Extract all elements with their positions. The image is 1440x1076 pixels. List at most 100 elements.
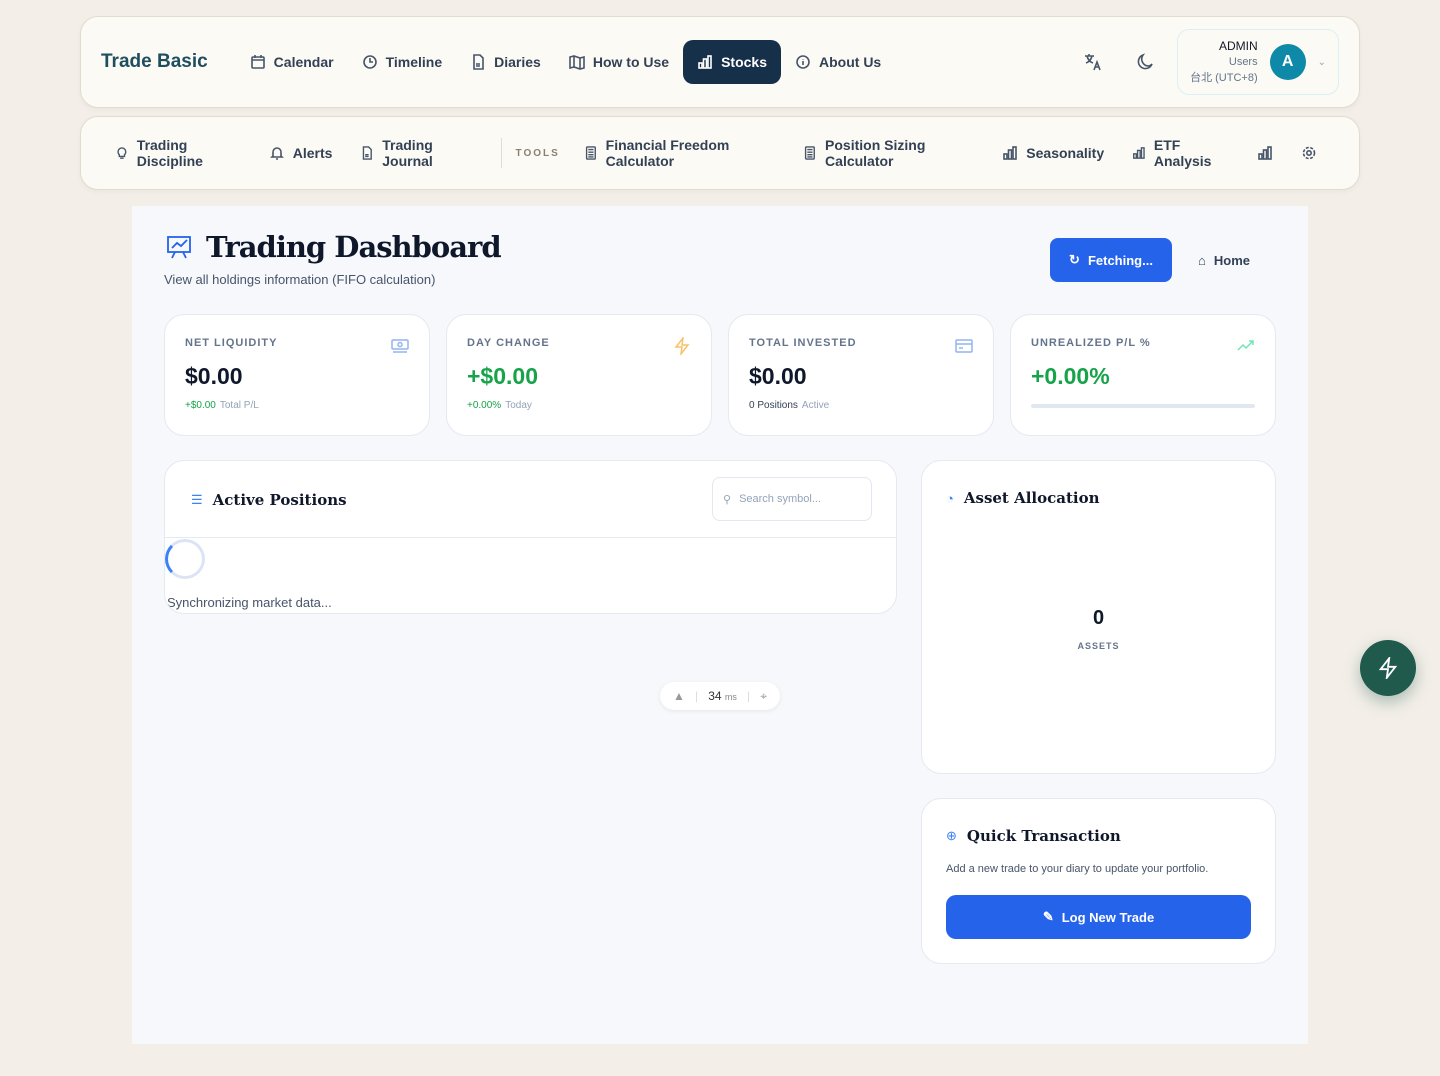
nav-timeline[interactable]: Timeline [348, 42, 457, 82]
stat-sub-value: +0.00% [467, 400, 502, 411]
nav-label: About Us [819, 54, 882, 70]
dark-mode-toggle[interactable] [1125, 42, 1165, 82]
stat-net-liquidity: NET LIQUIDITY $0.00 +$0.00 Total P/L [164, 314, 430, 436]
asset-count-label: ASSETS [1077, 641, 1120, 651]
stat-sub-value: 0 Positions [749, 400, 798, 411]
moon-icon [1137, 53, 1153, 70]
perf-value: 34 [708, 689, 722, 703]
refresh-icon: ↻ [1069, 252, 1080, 267]
active-positions-panel: ☰ Active Positions ⚲ Search symbol... Syn… [164, 460, 897, 614]
lightning-icon [1378, 657, 1398, 679]
log-new-trade-button[interactable]: ✎ Log New Trade [946, 895, 1251, 939]
money-icon [391, 339, 409, 353]
performance-badge: ▲ | 34 ms | ⌖ [660, 682, 780, 710]
stat-value: $0.00 [749, 363, 807, 389]
stat-value: +$0.00 [467, 363, 538, 389]
panel-description: Add a new trade to your diary to update … [946, 863, 1209, 875]
panel-title: Active Positions [212, 491, 347, 509]
map-icon [569, 55, 585, 70]
home-button[interactable]: ⌂ Home [1198, 238, 1250, 282]
tool-etf-analysis[interactable]: ETF Analysis [1118, 125, 1243, 181]
nav-label: Calendar [273, 54, 334, 70]
nav-label: Seasonality [1026, 145, 1105, 161]
lightning-icon [674, 337, 690, 355]
divider [500, 138, 502, 168]
file-icon [363, 146, 373, 160]
bar-chart-icon [698, 55, 712, 69]
nav-calendar[interactable]: Calendar [236, 42, 348, 82]
nav-diaries[interactable]: Diaries [456, 42, 555, 82]
nav-label: Trading Journal [382, 137, 433, 169]
user-name: ADMIN [1218, 39, 1258, 53]
plus-circle-icon: ⊕ [946, 828, 957, 843]
subnav-trading-journal[interactable]: Trading Journal [346, 125, 486, 181]
tool-position-sizing-calculator[interactable]: Position Sizing Calculator [789, 125, 988, 181]
stat-value: +0.00% [1031, 363, 1110, 389]
tool-financial-freedom-calculator[interactable]: Financial Freedom Calculator [570, 125, 789, 181]
subnav-alerts[interactable]: Alerts [255, 133, 347, 173]
loading-text: Synchronizing market data... [167, 595, 332, 610]
nuxt-logo-icon[interactable]: ▲ [673, 689, 685, 703]
stat-sub-label: Total P/L [219, 400, 259, 411]
brand-logo[interactable]: Trade Basic [101, 51, 208, 72]
lightbulb-icon [117, 147, 127, 159]
calculator-icon [805, 146, 816, 160]
divider [165, 537, 896, 538]
user-timezone: 台北 (UTC+8) [1190, 72, 1258, 84]
list-icon: ☰ [191, 492, 203, 507]
user-menu[interactable]: ADMIN Users 台北 (UTC+8) A ⌄ [1177, 29, 1339, 95]
bar-chart-icon [1133, 147, 1145, 159]
fetch-label: Fetching... [1087, 252, 1153, 268]
translate-icon [1085, 54, 1101, 71]
panel-title: Asset Allocation [963, 489, 1100, 507]
nav-about-us[interactable]: About Us [781, 42, 895, 82]
nav-stocks[interactable]: Stocks [683, 40, 781, 84]
edit-icon: ✎ [1042, 909, 1054, 924]
loading-spinner [165, 539, 205, 579]
stat-value: $0.00 [185, 363, 243, 389]
language-button[interactable] [1073, 42, 1113, 82]
credit-card-icon [955, 339, 973, 353]
asset-allocation-panel: ◔ Asset Allocation 0 ASSETS [921, 460, 1276, 774]
nav-label: Position Sizing Calculator [825, 137, 926, 169]
stat-sub-label: Today [505, 400, 532, 411]
nav-label: Trading Discipline [136, 137, 203, 169]
settings-button[interactable] [1287, 133, 1331, 173]
nav-how-to-use[interactable]: How to Use [555, 42, 683, 82]
home-label: Home [1213, 252, 1250, 268]
tool-more-charts[interactable] [1243, 133, 1287, 173]
file-icon [473, 54, 484, 70]
perf-unit: ms [724, 692, 737, 702]
stat-total-invested: TOTAL INVESTED $0.00 0 Positions Active [728, 314, 994, 436]
page-title: Trading Dashboard [206, 230, 502, 264]
panel-title: Quick Transaction [966, 827, 1121, 845]
crosshair-icon[interactable]: ⌖ [760, 688, 767, 703]
presentation-chart-icon [167, 236, 191, 259]
subnav-trading-discipline[interactable]: Trading Discipline [109, 125, 255, 181]
stat-unrealized-pl: UNREALIZED P/L % +0.00% [1010, 314, 1276, 436]
pie-chart-icon: ◔ [946, 490, 954, 506]
tools-label: TOOLS [515, 147, 560, 159]
stat-label: TOTAL INVESTED [749, 337, 857, 349]
search-input[interactable]: ⚲ Search symbol... [712, 477, 872, 521]
nav-label: ETF Analysis [1153, 137, 1212, 169]
calendar-icon [250, 55, 265, 69]
stat-label: NET LIQUIDITY [185, 337, 278, 349]
sub-nav: Trading Discipline Alerts Trading Journa… [80, 116, 1360, 190]
quick-action-button[interactable] [1360, 640, 1416, 696]
bar-chart-icon [1258, 146, 1272, 160]
chevron-down-icon: ⌄ [1317, 56, 1326, 68]
bar-chart-icon [1003, 146, 1018, 160]
search-placeholder: Search symbol... [739, 493, 821, 505]
dashboard: Trading Dashboard View all holdings info… [132, 206, 1308, 1044]
bell-icon [269, 147, 284, 160]
button-label: Log New Trade [1061, 909, 1155, 925]
stat-sub-value: +$0.00 [185, 400, 216, 411]
fetch-button[interactable]: ↻ Fetching... [1050, 238, 1172, 282]
nav-label: Alerts [292, 145, 333, 161]
tool-seasonality[interactable]: Seasonality [988, 133, 1118, 173]
info-icon [796, 55, 810, 69]
nav-label: Diaries [494, 54, 541, 70]
top-nav: Trade Basic Calendar Timeline Diaries Ho… [80, 16, 1360, 108]
nav-label: Financial Freedom Calculator [605, 137, 730, 169]
